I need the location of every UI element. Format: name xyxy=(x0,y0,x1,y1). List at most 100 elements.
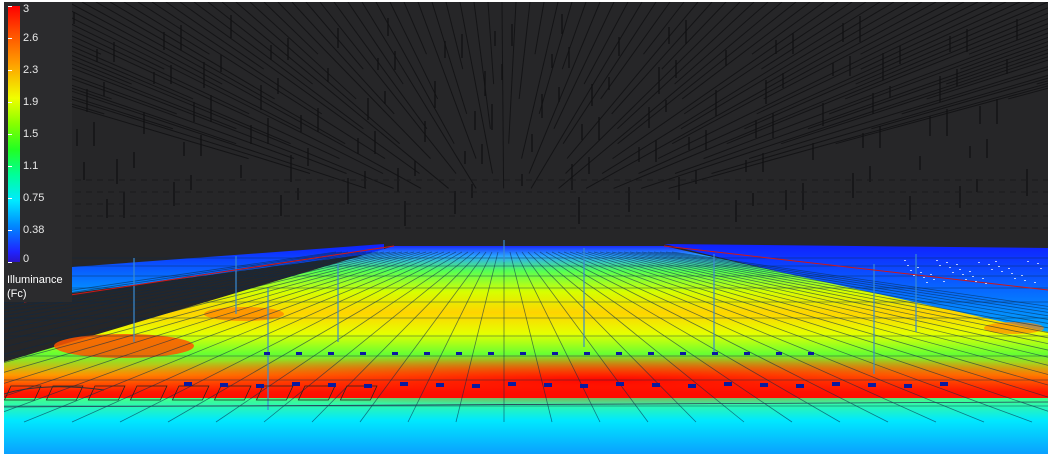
legend-tick-label: 3 xyxy=(23,3,30,15)
point-mark xyxy=(923,277,925,278)
floor-grid-line xyxy=(4,251,337,301)
point-mark xyxy=(959,269,961,270)
luminaire-mark xyxy=(776,352,782,355)
point-mark xyxy=(995,261,997,262)
floor-grid-line xyxy=(4,251,361,313)
luminaire-mark xyxy=(508,382,516,386)
legend-tick-mark xyxy=(8,134,12,135)
parking-hatch xyxy=(171,385,210,401)
ceiling-line xyxy=(333,2,428,130)
ceiling-line xyxy=(561,2,587,70)
floor-grid-line xyxy=(407,251,493,423)
floor-grid-line xyxy=(533,251,745,423)
ceiling-line xyxy=(638,2,1021,174)
ceiling-line xyxy=(4,53,295,160)
ceiling-line xyxy=(4,74,174,130)
floor-grid-line xyxy=(659,251,1048,313)
luminaire-mark xyxy=(616,352,622,355)
ceiling-line xyxy=(562,2,657,144)
ceiling-line xyxy=(347,2,404,85)
luminaire-mark xyxy=(940,382,948,386)
luminaire-mark xyxy=(472,384,480,388)
legend-tick-mark xyxy=(8,70,12,71)
ceiling-line xyxy=(657,2,979,160)
ceiling-line xyxy=(151,2,322,115)
point-mark xyxy=(969,271,971,272)
ceiling-line xyxy=(744,2,1035,130)
luminaire-mark xyxy=(808,352,814,355)
rendering-viewport[interactable] xyxy=(4,2,1048,454)
point-mark xyxy=(1034,282,1036,283)
luminaire-mark xyxy=(364,384,372,388)
ceiling-line xyxy=(193,2,364,130)
ceiling-line xyxy=(617,2,797,145)
floor-grid-line xyxy=(4,251,385,330)
point-mark xyxy=(982,278,984,279)
ceiling-line xyxy=(487,2,495,85)
floor-grid-line xyxy=(557,251,937,423)
floor-grid-line xyxy=(4,251,427,384)
ceiling-line xyxy=(860,2,965,55)
floor-grid-line xyxy=(671,251,1048,307)
floor-grid-line xyxy=(611,251,1048,351)
luminaire-mark xyxy=(264,352,270,355)
ceiling-line xyxy=(601,2,881,174)
luminaire-mark xyxy=(328,383,336,387)
ceiling-line xyxy=(671,2,937,145)
point-mark xyxy=(1027,261,1029,262)
point-mark xyxy=(985,283,987,284)
floor-grid-line xyxy=(23,251,445,423)
floor-grid-line xyxy=(4,251,343,304)
floor-grid-line xyxy=(521,251,649,423)
point-mark xyxy=(917,267,919,268)
point-mark xyxy=(991,269,993,270)
ceiling-line xyxy=(764,2,909,85)
ceiling-line xyxy=(4,85,249,160)
floor-grid-line xyxy=(527,251,697,423)
parking-hatch xyxy=(255,385,294,401)
legend-tick-label: 0 xyxy=(23,253,30,265)
floor-grid-line xyxy=(539,251,793,423)
ceiling-line xyxy=(968,23,1048,55)
point-mark xyxy=(962,274,964,275)
point-mark xyxy=(1040,268,1042,269)
luminaire-mark xyxy=(552,352,558,355)
luminaire-mark xyxy=(456,352,462,355)
ceiling-line xyxy=(39,2,384,174)
point-mark xyxy=(904,260,906,261)
floor-grid-line xyxy=(4,251,433,397)
legend-title-line2: (Fc) xyxy=(7,288,27,300)
luminaire-mark xyxy=(520,352,526,355)
luminaire-mark xyxy=(796,384,804,388)
luminaire-mark xyxy=(220,383,228,387)
parking-hatch xyxy=(129,385,168,401)
ceiling-line xyxy=(137,2,386,160)
point-mark xyxy=(1001,271,1003,272)
floor-grid-line xyxy=(4,251,403,348)
ceiling-line xyxy=(277,2,431,159)
floor-grid-line xyxy=(545,251,841,423)
point-mark xyxy=(1011,273,1013,274)
ceiling-line xyxy=(375,2,455,144)
ceiling-line xyxy=(361,2,477,189)
luminaire-mark xyxy=(652,383,660,387)
floor-grid-line xyxy=(71,251,451,423)
point-mark xyxy=(943,281,945,282)
point-mark xyxy=(1014,278,1016,279)
luminaire-mark xyxy=(328,352,334,355)
floor-grid-line xyxy=(605,251,1048,358)
ceiling-line xyxy=(508,2,517,144)
floor-grid-line xyxy=(455,251,499,423)
floor-grid-line xyxy=(4,251,355,310)
illuminance-legend: 3 2.6 2.3 1.9 1.5 1.1 0.75 0.38 0 Illuminance (F… xyxy=(4,2,72,302)
floor-grid-line xyxy=(641,251,1048,324)
ceiling-line xyxy=(674,2,769,85)
floor-grid-line xyxy=(4,251,421,373)
ceiling-line xyxy=(403,2,427,55)
ceiling-line xyxy=(761,2,867,70)
floor-grid-line xyxy=(4,251,397,341)
ceiling-line xyxy=(945,48,1048,85)
ceiling-line xyxy=(835,85,1048,145)
boundary-line xyxy=(663,245,1048,291)
legend-tick-mark xyxy=(8,166,12,167)
